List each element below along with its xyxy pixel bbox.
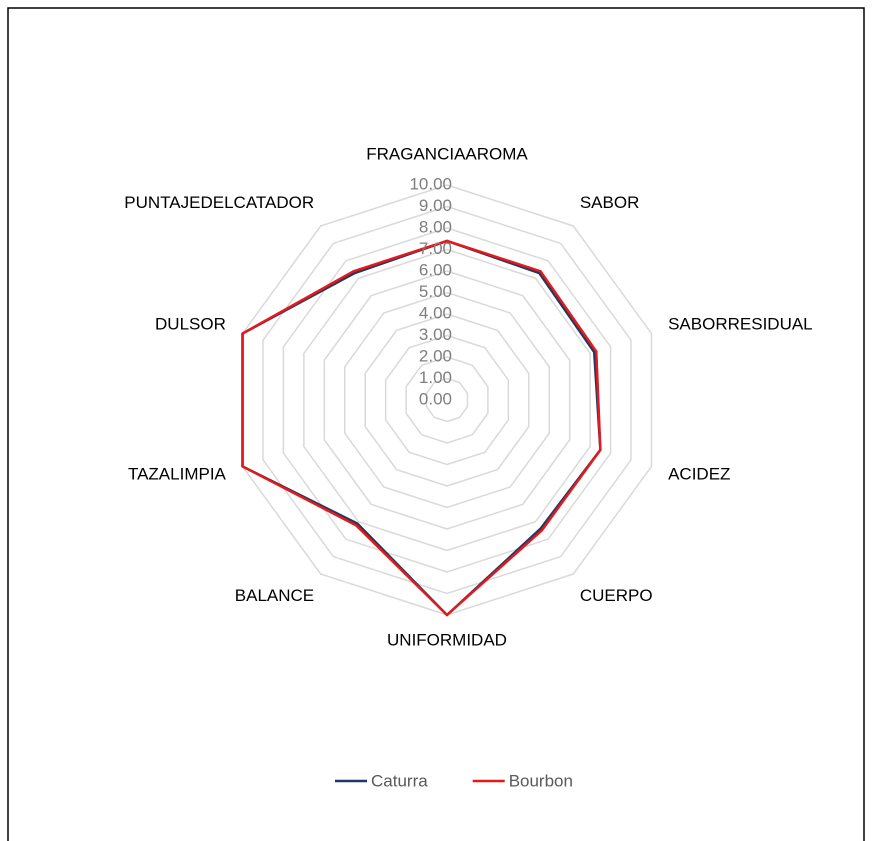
tick-label: 10.00 <box>409 174 452 193</box>
legend-label: Caturra <box>371 771 428 790</box>
category-label: DULSOR <box>155 314 226 333</box>
grid-line <box>425 377 469 423</box>
grid-line <box>344 291 550 509</box>
category-label: CUERPO <box>580 586 653 605</box>
tick-label: 7.00 <box>419 239 452 258</box>
tick-label: 6.00 <box>419 260 452 279</box>
tick-label: 2.00 <box>419 346 452 365</box>
chart-frame <box>7 7 865 841</box>
grid-line <box>405 356 489 444</box>
category-label: UNIFORMIDAD <box>387 630 507 649</box>
category-label: FRAGANCIAAROMA <box>366 144 528 163</box>
grid-line <box>323 270 571 530</box>
tick-label: 0.00 <box>419 389 452 408</box>
tick-label: 5.00 <box>419 282 452 301</box>
series-line <box>241 239 602 617</box>
category-label: PUNTAJEDELCATADOR <box>124 193 314 212</box>
grid-line <box>303 248 591 552</box>
category-label: TAZALIMPIA <box>128 465 227 484</box>
category-label: SABOR <box>580 193 640 212</box>
tick-label: 8.00 <box>419 217 452 236</box>
tick-label: 9.00 <box>419 196 452 215</box>
legend-label: Bourbon <box>509 771 573 790</box>
tick-label: 3.00 <box>419 325 452 344</box>
category-label: SABORRESIDUAL <box>668 314 813 333</box>
grid-line <box>282 227 612 573</box>
tick-label: 4.00 <box>419 303 452 322</box>
grid-line <box>384 334 510 466</box>
grid-line <box>364 313 530 487</box>
category-label: ACIDEZ <box>668 465 730 484</box>
category-label: BALANCE <box>235 586 314 605</box>
tick-label: 1.00 <box>419 368 452 387</box>
